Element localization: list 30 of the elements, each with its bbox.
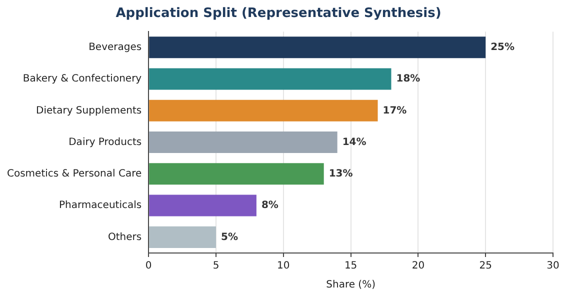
data-label: 14% bbox=[342, 136, 366, 148]
y-tick-label: Cosmetics & Personal Care bbox=[7, 168, 142, 180]
x-tick-label: 0 bbox=[145, 260, 152, 272]
data-label: 13% bbox=[328, 168, 353, 180]
y-tick-label: Bakery & Confectionery bbox=[22, 74, 142, 85]
y-tick-label: Beverages bbox=[88, 42, 142, 54]
bar bbox=[149, 226, 216, 248]
data-label: 5% bbox=[221, 232, 238, 243]
data-label: 18% bbox=[396, 74, 420, 85]
bar bbox=[149, 163, 324, 185]
x-axis-title: Share (%) bbox=[326, 280, 376, 291]
x-tick-label: 25 bbox=[479, 260, 492, 272]
bar bbox=[149, 68, 392, 90]
x-tick-label: 10 bbox=[277, 260, 290, 272]
x-tick-label: 5 bbox=[212, 260, 220, 272]
bar bbox=[149, 132, 338, 154]
y-tick-label: Dietary Supplements bbox=[36, 105, 142, 116]
data-label: 8% bbox=[261, 200, 278, 212]
bar bbox=[149, 194, 256, 216]
data-label: 17% bbox=[382, 105, 407, 116]
y-tick-label: Dairy Products bbox=[68, 136, 142, 148]
x-tick-label: 20 bbox=[412, 260, 425, 272]
chart-title: Application Split (Representative Synthesis) bbox=[116, 6, 442, 22]
x-tick-label: 30 bbox=[546, 260, 560, 272]
bar bbox=[149, 36, 486, 58]
bar bbox=[149, 100, 378, 122]
y-tick-label: Others bbox=[108, 232, 142, 243]
y-tick-label: Pharmaceuticals bbox=[59, 200, 142, 212]
x-tick-label: 15 bbox=[344, 260, 358, 272]
data-label: 25% bbox=[490, 42, 515, 54]
